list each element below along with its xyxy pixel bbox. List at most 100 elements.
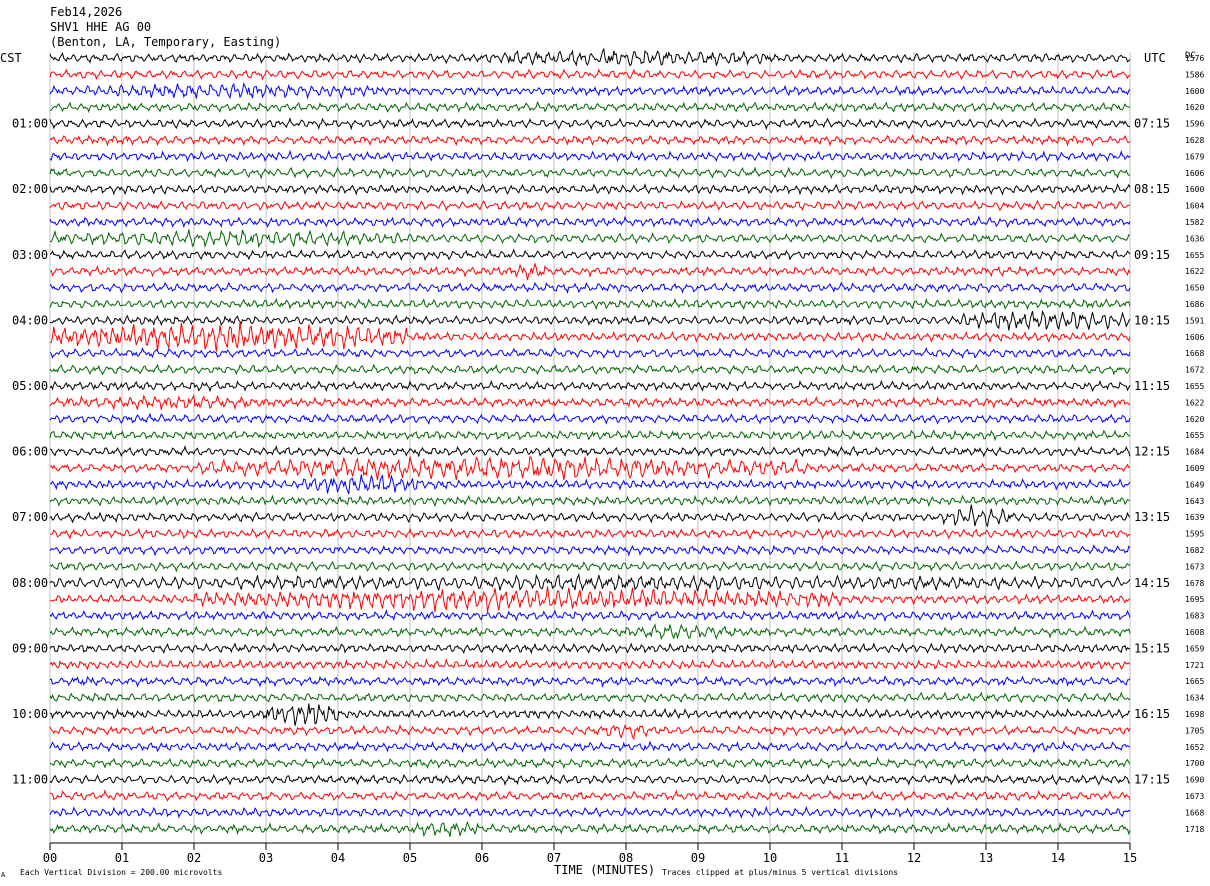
trace-row: [49, 281, 1131, 294]
trace-row: [49, 820, 1131, 837]
scale-note: Each Vertical Division = 200.00 microvol…: [20, 868, 222, 877]
dc-offset-label: 1705: [1185, 726, 1204, 735]
dc-offset-label: 1652: [1185, 743, 1204, 752]
utc-hour-label: 11:15: [1134, 379, 1170, 393]
dc-offset-label: 1628: [1185, 136, 1204, 145]
trace-row: [49, 572, 1131, 592]
trace-row: [49, 773, 1131, 787]
cst-hour-label: 02:00: [12, 182, 48, 196]
x-tick-label: 15: [1123, 851, 1137, 865]
dc-offset-label: 1695: [1185, 595, 1204, 604]
dc-offset-label: 1622: [1185, 267, 1204, 276]
dc-offset-label: 1679: [1185, 152, 1204, 161]
cst-hour-label: 05:00: [12, 379, 48, 393]
dc-offset-label: 1596: [1185, 120, 1204, 129]
trace-row: [49, 215, 1131, 229]
dc-offset-label: 1591: [1185, 316, 1204, 325]
header-station: SHV1 HHE AG 00: [50, 20, 151, 34]
dc-offset-label: 1634: [1185, 694, 1204, 703]
x-tick-label: 02: [187, 851, 201, 865]
trace-row: [49, 412, 1131, 425]
dc-offset-label: 1655: [1185, 431, 1204, 440]
x-tick-label: 07: [547, 851, 561, 865]
dc-offset-label: 1684: [1185, 448, 1204, 457]
dc-offset-label: 1620: [1185, 415, 1204, 424]
cst-hour-label: 09:00: [12, 641, 48, 655]
corner-mark: A: [1, 871, 6, 879]
x-tick-label: 03: [259, 851, 273, 865]
dc-offset-label: 1586: [1185, 70, 1204, 79]
dc-offset-label: 1620: [1185, 103, 1204, 112]
x-tick-label: 05: [403, 851, 417, 865]
trace-row: [49, 149, 1131, 163]
dc-offset-label: 1650: [1185, 284, 1204, 293]
trace-row: [49, 455, 1131, 481]
trace-row: [49, 133, 1131, 147]
trace-row: [49, 347, 1131, 359]
seismic-traces: [49, 47, 1131, 837]
dc-offset-labels: 1576 1586 1600 1620 1596 1628 1679 1606 1600 1604…: [1185, 54, 1204, 834]
trace-row: [49, 445, 1131, 459]
dc-offset-label: 1721: [1185, 661, 1204, 670]
trace-row: [49, 429, 1131, 442]
cst-hour-label: 06:00: [12, 445, 48, 459]
dc-offset-label: 1622: [1185, 398, 1204, 407]
dc-offset-label: 1608: [1185, 628, 1204, 637]
utc-hour-label: 09:15: [1134, 248, 1170, 262]
cst-axis-title: CST: [0, 51, 22, 65]
trace-row: [49, 544, 1131, 557]
dc-offset-label: 1576: [1185, 54, 1204, 63]
dc-offset-label: 1683: [1185, 612, 1204, 621]
trace-row: [50, 474, 1131, 495]
trace-row: [49, 379, 1131, 393]
utc-axis-title: UTC: [1144, 51, 1166, 65]
utc-hour-label: 08:15: [1134, 182, 1170, 196]
cst-hour-label: 11:00: [12, 773, 48, 787]
trace-row: [49, 723, 1131, 741]
trace-row: [49, 756, 1131, 770]
x-tick-label: 04: [331, 851, 345, 865]
x-tick-label: 12: [907, 851, 921, 865]
dc-offset-label: 1659: [1185, 644, 1204, 653]
x-tick-label: 00: [43, 851, 57, 865]
trace-row: [49, 100, 1131, 114]
utc-hour-label: 16:15: [1134, 707, 1170, 721]
dc-offset-label: 1672: [1185, 366, 1204, 375]
dc-offset-label: 1682: [1185, 546, 1204, 555]
x-tick-label: 11: [835, 851, 849, 865]
trace-row: [49, 363, 1131, 376]
dc-offset-label: 1604: [1185, 202, 1204, 211]
trace-row: [49, 527, 1131, 540]
x-tick-label: 14: [1051, 851, 1065, 865]
trace-row: [49, 229, 1131, 249]
dc-offset-label: 1582: [1185, 218, 1204, 227]
dc-offset-label: 1700: [1185, 759, 1204, 768]
header-date: Feb14,2026: [50, 5, 122, 19]
x-tick-label: 01: [115, 851, 129, 865]
dc-offset-label: 1678: [1185, 579, 1204, 588]
trace-row: [49, 740, 1131, 754]
trace-row: [49, 248, 1131, 262]
utc-hour-label: 13:15: [1134, 510, 1170, 524]
trace-row: [49, 262, 1131, 281]
x-tick-label: 13: [979, 851, 993, 865]
dc-offset-label: 1636: [1185, 234, 1204, 243]
trace-row: [49, 586, 1131, 613]
utc-hour-label: 14:15: [1134, 576, 1170, 590]
trace-row: [49, 199, 1131, 212]
trace-row: [49, 394, 1131, 411]
dc-offset-label: 1639: [1185, 513, 1204, 522]
dc-offset-label: 1718: [1185, 825, 1204, 834]
trace-row: [49, 560, 1131, 573]
dc-offset-label: 1655: [1185, 382, 1204, 391]
dc-offset-label: 1655: [1185, 251, 1204, 260]
utc-hour-label: 10:15: [1134, 313, 1170, 327]
dc-offset-label: 1606: [1185, 333, 1204, 342]
cst-hour-labels: 01:00 02:00 03:00 04:00 05:00 06:00 07:00 08:00…: [12, 117, 48, 787]
cst-hour-label: 04:00: [12, 313, 48, 327]
trace-row: [49, 805, 1131, 820]
utc-hour-label: 17:15: [1134, 773, 1170, 787]
trace-row: [49, 309, 1131, 331]
dc-offset-label: 1665: [1185, 677, 1204, 686]
trace-row: [49, 183, 1131, 196]
